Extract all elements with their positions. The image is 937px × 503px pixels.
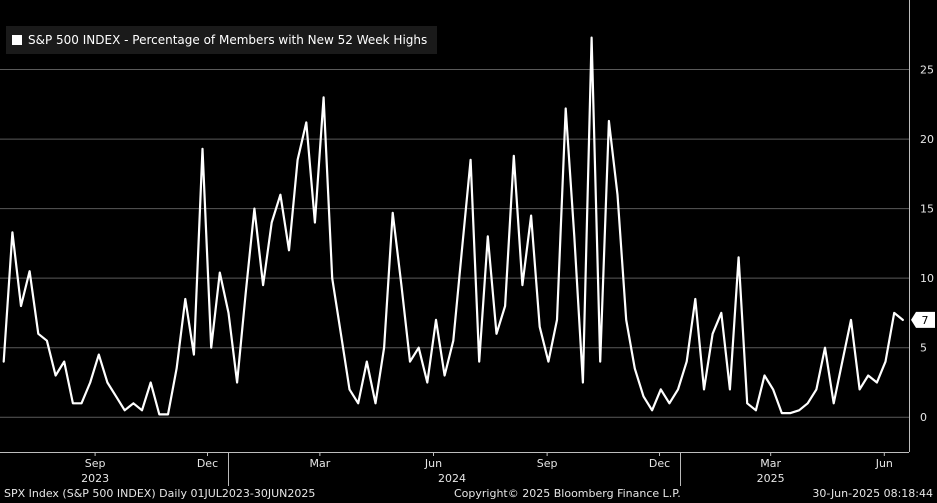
y-tick-label: 15 [920, 203, 934, 216]
footer-copyright: Copyright© 2025 Bloomberg Finance L.P. [454, 487, 681, 500]
y-tick-label: 0 [920, 411, 927, 424]
x-year-label: 2024 [438, 472, 466, 485]
y-tick-label: 25 [920, 64, 934, 77]
x-year-label: 2025 [757, 472, 785, 485]
x-tick-label: Sep [537, 457, 558, 470]
x-tick-label: Dec [197, 457, 218, 470]
footer-timestamp: 30-Jun-2025 08:18:44 [812, 487, 933, 500]
x-tick-label: Sep [85, 457, 106, 470]
series-line [2, 36, 904, 416]
x-tick-label: Jun [424, 457, 442, 470]
last-value-badge [911, 311, 935, 328]
chart-footer: SPX Index (S&P 500 INDEX) Daily 01JUL202… [0, 486, 937, 503]
legend-label: S&P 500 INDEX - Percentage of Members wi… [28, 33, 428, 47]
footer-source: SPX Index (S&P 500 INDEX) Daily 01JUL202… [4, 487, 316, 500]
x-tick-label: Mar [760, 457, 781, 470]
y-tick-label: 5 [920, 342, 927, 355]
legend-swatch [12, 35, 22, 45]
x-tick-label: Mar [309, 457, 330, 470]
x-tick-label: Dec [649, 457, 670, 470]
last-value-label: 7 [922, 314, 929, 327]
y-tick-label: 20 [920, 133, 934, 146]
y-tick-label: 10 [920, 272, 934, 285]
x-tick-label: Jun [875, 457, 893, 470]
chart-legend: S&P 500 INDEX - Percentage of Members wi… [6, 26, 438, 54]
x-year-label: 2023 [81, 472, 109, 485]
